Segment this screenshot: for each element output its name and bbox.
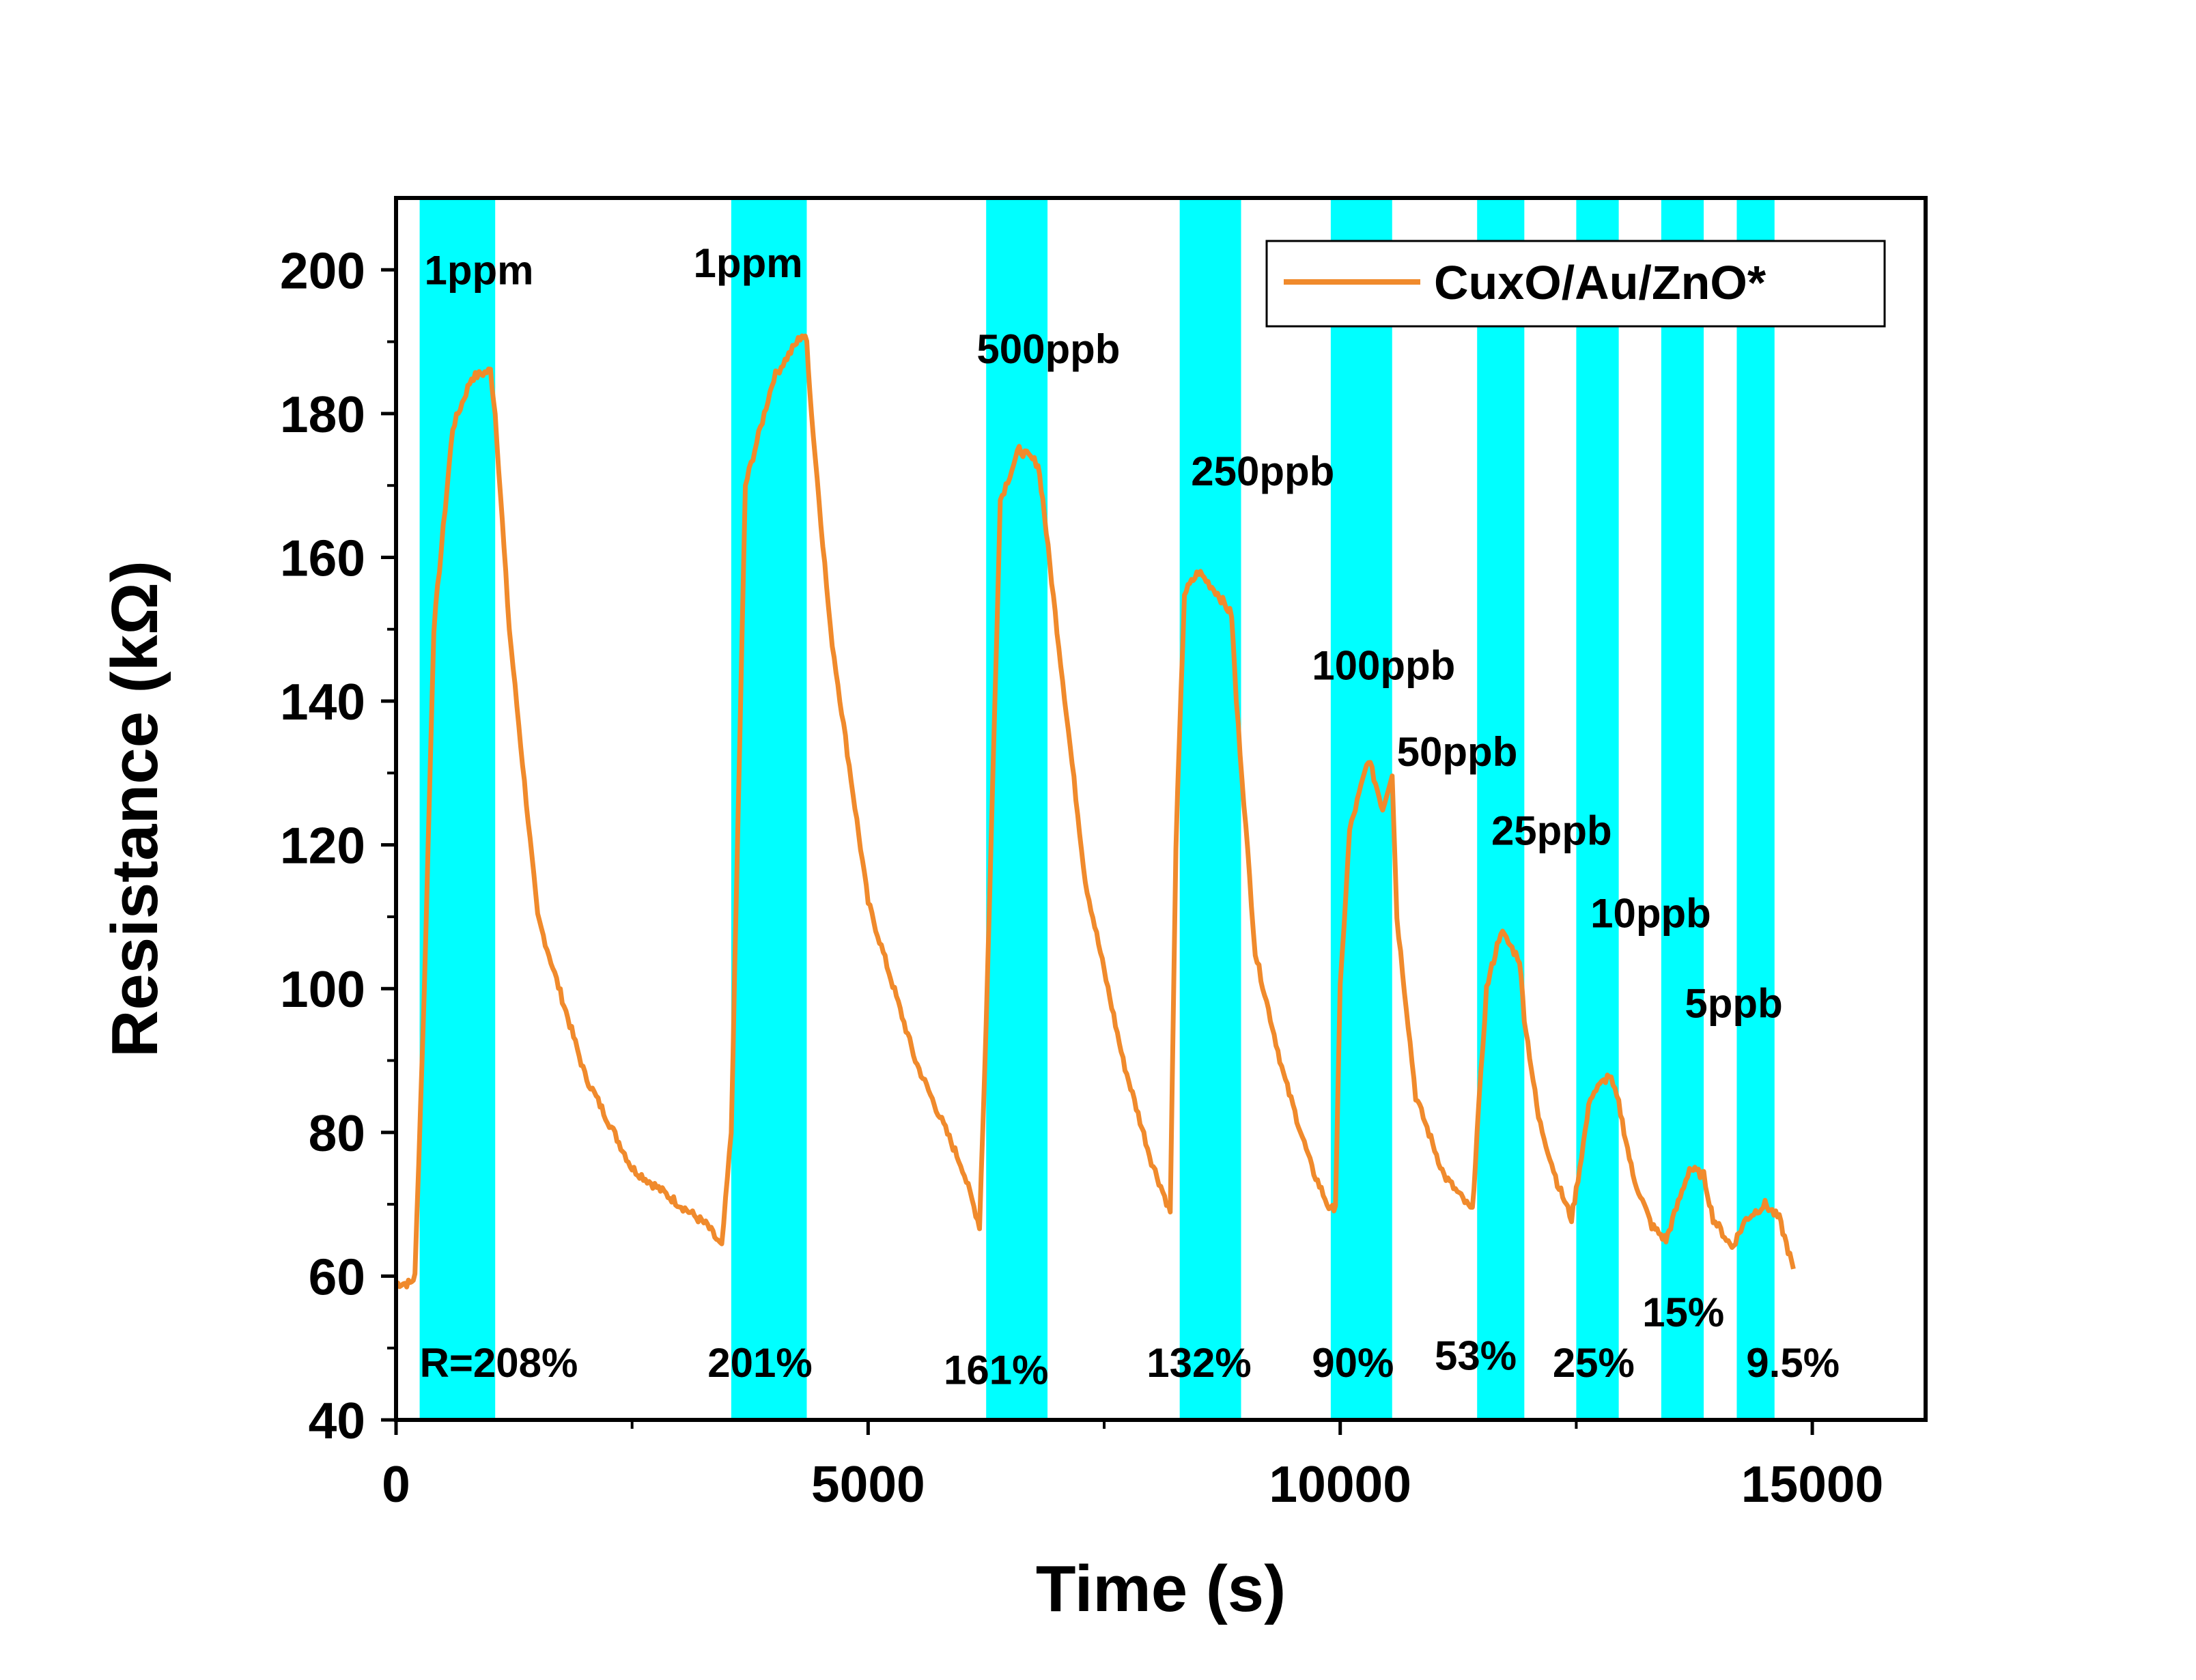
- y-tick-label: 120: [280, 817, 365, 874]
- exposure-band: [731, 198, 807, 1420]
- exposure-band: [1661, 198, 1704, 1420]
- y-tick-label: 180: [280, 386, 365, 443]
- exposure-band: [1736, 198, 1775, 1420]
- y-tick-label: 40: [309, 1392, 365, 1449]
- series-line: [395, 333, 1796, 1290]
- response-label: 9.5%: [1746, 1340, 1840, 1386]
- x-tick-label: 5000: [811, 1455, 925, 1513]
- exposure-band: [1179, 198, 1241, 1420]
- response-label: 25%: [1553, 1340, 1635, 1386]
- x-tick-label: 10000: [1269, 1455, 1411, 1513]
- concentration-label: 500ppb: [976, 326, 1120, 372]
- y-tick-label: 60: [309, 1248, 365, 1305]
- concentration-label: 1ppm: [424, 247, 533, 293]
- axis-ticks: 0 5000 10000 15000 40 60 80 100 120 140 160 180 200: [280, 242, 1883, 1513]
- exposure-band: [1576, 198, 1619, 1420]
- concentration-label: 50ppb: [1397, 729, 1518, 775]
- y-tick-label: 200: [280, 242, 365, 299]
- response-label: 132%: [1146, 1340, 1251, 1386]
- response-label: 161%: [944, 1347, 1048, 1393]
- annotations: 1ppm 1ppm 500ppb 250ppb 100ppb 50ppb 25ppb 10pp…: [420, 240, 1840, 1393]
- exposure-band: [419, 198, 496, 1420]
- y-tick-label: 160: [280, 529, 365, 586]
- y-tick-label: 140: [280, 673, 365, 730]
- y-tick-label: 80: [309, 1105, 365, 1162]
- legend: CuxO/Au/ZnO*: [1265, 240, 1886, 328]
- concentration-label: 100ppb: [1312, 642, 1455, 688]
- concentration-label: 250ppb: [1191, 449, 1334, 494]
- y-tick-label: 100: [280, 960, 365, 1018]
- concentration-label: 1ppm: [694, 240, 803, 286]
- concentration-label: 10ppb: [1590, 891, 1711, 937]
- exposure-bands: [419, 198, 1775, 1420]
- exposure-band: [1477, 198, 1525, 1420]
- response-label: 53%: [1435, 1333, 1517, 1378]
- response-label: 90%: [1312, 1340, 1394, 1386]
- concentration-label: 25ppb: [1491, 808, 1612, 854]
- legend-label: CuxO/Au/ZnO*: [1434, 256, 1766, 309]
- concentration-label: 5ppb: [1685, 980, 1782, 1026]
- x-axis-title: Time (s): [1036, 1552, 1286, 1625]
- response-label: 201%: [707, 1340, 812, 1386]
- x-tick-label: 15000: [1741, 1455, 1884, 1513]
- response-label: R=208%: [420, 1340, 578, 1386]
- y-axis-title: Resistance (kΩ): [98, 560, 171, 1057]
- x-tick-label: 0: [382, 1455, 410, 1513]
- series-layer: [395, 333, 1796, 1290]
- exposure-band: [986, 198, 1048, 1420]
- plot-frame: [394, 196, 1928, 1422]
- response-label: 15%: [1642, 1290, 1724, 1335]
